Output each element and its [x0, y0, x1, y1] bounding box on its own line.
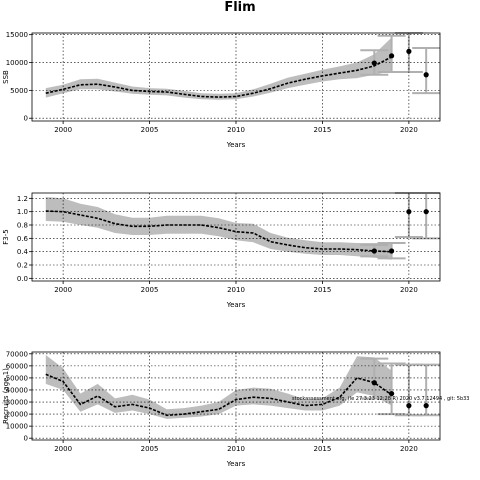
confidence-band [45, 355, 392, 419]
estimate-line [45, 210, 392, 253]
x-tick-label: 2020 [400, 286, 418, 294]
estimate-line [45, 373, 393, 417]
prediction-point [388, 53, 395, 59]
x-tick-label: 2000 [54, 286, 72, 294]
y-tick-label: 10000 [6, 59, 28, 67]
y-axis-label: SSB [2, 70, 10, 84]
estimate-line [45, 56, 392, 98]
x-tick-label: 2005 [141, 445, 159, 453]
y-tick-label: 40000 [6, 386, 28, 394]
fishing-mortality-panel: 2000 2005 2010 2015 2020 0.0 0.2 0.4 0.6 0.8 1.0 1.… [2, 192, 441, 309]
y-tick-label: 30000 [6, 399, 28, 407]
prediction-point [423, 209, 429, 215]
prediction-point [406, 48, 412, 54]
y-axis-label: F3-5 [2, 229, 10, 244]
x-tick-label: 2010 [227, 126, 245, 134]
y-tick-label: 1.2 [17, 195, 28, 203]
y-tick-label: 0 [24, 435, 28, 443]
x-tick-label: 2000 [54, 445, 72, 453]
source-annotation: stockassessment.org, (le 27.3.23 12:28 R… [292, 396, 469, 402]
prediction-point [371, 60, 377, 66]
x-tick-label: 2010 [227, 445, 245, 453]
y-tick-label: 0 [24, 115, 28, 123]
ssb-panel: 2000 2005 2010 2015 2020 0 5000 10000 15000 Years… [2, 31, 441, 149]
y-tick-label: 10000 [6, 423, 28, 431]
prediction-point [423, 72, 429, 78]
x-tick-label: 2005 [141, 286, 159, 294]
y-tick-label: 5000 [10, 87, 28, 95]
confidence-band [45, 37, 392, 100]
prediction-point [388, 390, 395, 397]
x-tick-label: 2015 [314, 286, 332, 294]
x-axis-label: Years [226, 301, 246, 309]
x-tick-label: 2005 [141, 126, 159, 134]
y-tick-label: 0.8 [17, 222, 28, 230]
y-tick-label: 0.6 [17, 235, 29, 243]
x-tick-label: 2010 [227, 286, 245, 294]
y-tick-label: 0.2 [17, 262, 28, 270]
x-tick-label: 2000 [54, 126, 72, 134]
y-tick-label: 70000 [6, 350, 28, 358]
y-tick-label: 0.0 [17, 275, 28, 283]
prediction-point [371, 248, 377, 254]
y-tick-label: 1.0 [17, 208, 28, 216]
y-tick-label: 0.4 [17, 248, 29, 256]
page-title: Flim [224, 0, 256, 15]
x-tick-label: 2015 [314, 445, 332, 453]
y-axis-label: Recruits (age 1) [2, 368, 10, 424]
confidence-band [45, 197, 392, 260]
x-axis-label: Years [226, 141, 246, 149]
x-tick-label: 2015 [314, 126, 332, 134]
prediction-point [406, 209, 412, 215]
prediction-point [388, 248, 395, 254]
recruits-panel: 2000 2005 2010 2015 2020 0 10000 20000 30000 4000… [2, 350, 441, 468]
prediction-point [371, 380, 377, 386]
y-tick-label: 20000 [6, 411, 28, 419]
y-tick-label: 60000 [6, 362, 28, 370]
x-axis-label: Years [226, 460, 246, 468]
y-tick-label: 15000 [6, 31, 28, 39]
y-tick-label: 50000 [6, 374, 28, 382]
prediction-point [406, 403, 412, 409]
x-tick-label: 2020 [400, 126, 418, 134]
prediction-point [423, 403, 429, 409]
x-tick-label: 2020 [400, 445, 418, 453]
